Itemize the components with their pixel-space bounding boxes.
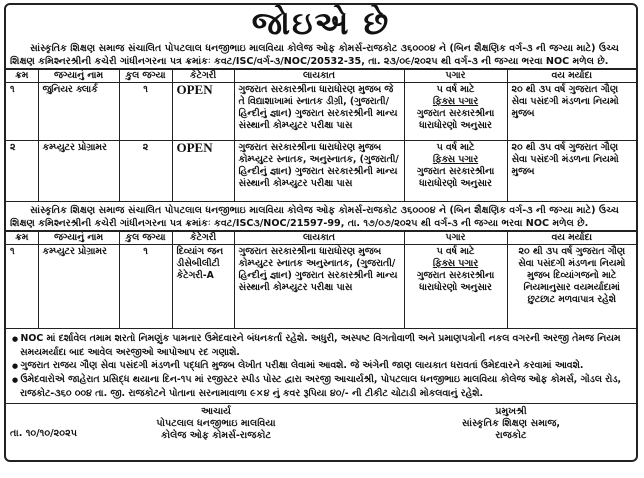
cell-no: ૧ bbox=[6, 244, 39, 329]
principal-signature: આચાર્ય પોપટલાલ ધનજીભાઇ માલવિયા કોલેજ ઓફ … bbox=[116, 406, 316, 442]
header-pay: પગાર bbox=[403, 231, 508, 245]
cell-qualification: ગુજરાત સરકારશ્રીના ધારાધોરણ મુજબ કોમ્પ્ય… bbox=[233, 140, 405, 202]
header-count: કુલ જગ્યા bbox=[118, 231, 173, 245]
signatory-org: સાંસ્કૃતિક શિક્ષણ સમાજ, bbox=[461, 418, 561, 429]
header-no: ક્રમ bbox=[6, 69, 39, 83]
cell-qualification: ગુજરાત સરકારશ્રીના ધારાધોરણ મુજબ જે તે વ… bbox=[233, 82, 405, 141]
header-post: જગ્યાનું નામ bbox=[37, 231, 120, 245]
cell-age: ૨૦ થી ૩૫ વર્ષ ગુજરાત ગૌણ સેવા પસંદગી મંડ… bbox=[506, 82, 636, 141]
header-age: વય મર્યાદા bbox=[506, 231, 636, 245]
section-2-intro: સાંસ્કૃતિક શિક્ષણ સમાજ સંચાલિત પોપટલાલ ધ… bbox=[6, 202, 636, 231]
header-no: ક્રમ bbox=[6, 231, 39, 245]
pay-rule: ગુજરાત સરકારશ્રીના ધારાધોરણો અનુસાર bbox=[416, 108, 495, 131]
pay-duration: ૫ વર્ષ માટે bbox=[436, 84, 475, 95]
pay-type: ફિક્સ પગાર bbox=[432, 96, 479, 107]
cell-qualification: ગુજરાત સરકારશ્રીના ધારાધોરણ મુજબ કોમ્પ્ય… bbox=[233, 244, 405, 329]
cell-no: ૨ bbox=[6, 140, 39, 202]
header-age: વય મર્યાદા bbox=[506, 69, 636, 83]
signatory-title: આચાર્ય bbox=[200, 406, 232, 417]
table-header: ક્રમ જગ્યાનું નામ કુલ જગ્યા કેટેગરી લાયક… bbox=[6, 231, 636, 245]
header-pay: પગાર bbox=[403, 69, 508, 83]
ad-date: તા. ૧૦/૧૦/૨૦૨૫ bbox=[10, 428, 77, 439]
pay-rule: ગુજરાત સરકારશ્રીના ધારાધોરણો અનુસાર bbox=[416, 166, 495, 189]
header-qualification: લાયકાત bbox=[233, 69, 405, 83]
cell-no: ૧ bbox=[6, 82, 39, 141]
ad-title: જોઇએ છે bbox=[251, 4, 391, 42]
cell-post: જુનિયર ક્લાર્ક bbox=[37, 82, 120, 141]
table-row: ૨ કમ્પ્યુટર પ્રોગ્રામર ૨ OPEN ગુજરાત સરક… bbox=[6, 140, 636, 202]
pay-type: ફિક્સ પગાર bbox=[432, 258, 479, 269]
cell-category: OPEN bbox=[171, 82, 235, 141]
table-row: ૧ જુનિયર ક્લાર્ક ૧ OPEN ગુજરાત સરકારશ્રી… bbox=[6, 82, 636, 141]
header-category: કેટેગરી bbox=[171, 231, 235, 245]
notes-list: NOC માં દર્શાવેલ તમામ શરતો નિમણુંક પામના… bbox=[6, 329, 636, 404]
pay-duration: ૫ વર્ષ માટે bbox=[436, 142, 475, 153]
cell-count: ૧ bbox=[118, 82, 173, 141]
cell-post: કમ્પ્યુટર પ્રોગ્રામર bbox=[37, 140, 120, 202]
cell-age: ૨૦ થી ૩૫ વર્ષ ગુજરાત ગૌણ સેવા પસંદગી મંડ… bbox=[506, 244, 636, 329]
signatory-org: પોપટલાલ ધનજીભાઇ માલવિયા bbox=[156, 418, 276, 429]
cell-count: ૧ bbox=[118, 244, 173, 329]
cell-pay: ૫ વર્ષ માટે ફિક્સ પગાર ગુજરાત સરકારશ્રીના … bbox=[403, 140, 508, 202]
pay-duration: ૫ વર્ષ માટે bbox=[436, 246, 475, 257]
cell-category: દિવ્યાંગ જન ડીસેબીલીટી કેટેગરી-A bbox=[171, 244, 235, 329]
section-1-intro: સાંસ્કૃતિક શિક્ષણ સમાજ સંચાલિત પોપટલાલ ધ… bbox=[6, 42, 636, 69]
signature-block: આચાર્ય પોપટલાલ ધનજીભાઇ માલવિયા કોલેજ ઓફ … bbox=[6, 404, 636, 442]
note-item: ગુજરાત રાજય ગૌણ સેવા પસંદગી મંડળની પદ્ધત… bbox=[10, 359, 632, 373]
signatory-org-place: કોલેજ ઓફ કોમર્સ-રાજકોટ bbox=[160, 430, 272, 441]
table-row: ૧ કમ્પ્યુટર પ્રોગ્રામર ૧ દિવ્યાંગ જન ડીસ… bbox=[6, 244, 636, 329]
pay-type: ફિક્સ પગાર bbox=[432, 154, 479, 165]
note-item: NOC માં દર્શાવેલ તમામ શરતો નિમણુંક પામના… bbox=[10, 332, 632, 359]
header-post: જગ્યાનું નામ bbox=[37, 69, 120, 83]
cell-pay: ૫ વર્ષ માટે ફિક્સ પગાર ગુજરાત સરકારશ્રીના … bbox=[403, 82, 508, 141]
cell-age: ૨૦ થી ૩૫ વર્ષ ગુજરાત ગૌણ સેવા પસંદગી મંડ… bbox=[506, 140, 636, 202]
section-1-table: ક્રમ જગ્યાનું નામ કુલ જગ્યા કેટેગરી લાયક… bbox=[6, 69, 636, 202]
cell-post: કમ્પ્યુટર પ્રોગ્રામર bbox=[37, 244, 120, 329]
president-signature: પ્રમુખશ્રી સાંસ્કૃતિક શિક્ષણ સમાજ, રાજકો… bbox=[436, 406, 586, 442]
table-header: ક્રમ જગ્યાનું નામ કુલ જગ્યા કેટેગરી લાયક… bbox=[6, 69, 636, 83]
header-category: કેટેગરી bbox=[171, 69, 235, 83]
job-advertisement: જોઇએ છે સાંસ્કૃતિક શિક્ષણ સમાજ સંચાલિત પ… bbox=[4, 3, 638, 462]
header-qualification: લાયકાત bbox=[233, 231, 405, 245]
signatory-place: રાજકોટ bbox=[495, 430, 527, 441]
cell-count: ૨ bbox=[118, 140, 173, 202]
header-count: કુલ જગ્યા bbox=[118, 69, 173, 83]
signatory-title: પ્રમુખશ્રી bbox=[495, 406, 527, 417]
cell-pay: ૫ વર્ષ માટે ફિક્સ પગાર ગુજરાત સરકારશ્રીના … bbox=[403, 244, 508, 329]
cell-category: OPEN bbox=[171, 140, 235, 202]
pay-rule: ગુજરાત સરકારશ્રીના ધારાધોરણો અનુસાર bbox=[416, 270, 495, 293]
section-2-table: ક્રમ જગ્યાનું નામ કુલ જગ્યા કેટેગરી લાયક… bbox=[6, 231, 636, 329]
note-item: ઉમેદવારોએ જાહેરાત પ્રસિદ્ધ થયાના દિન-૧૫ … bbox=[10, 373, 632, 400]
